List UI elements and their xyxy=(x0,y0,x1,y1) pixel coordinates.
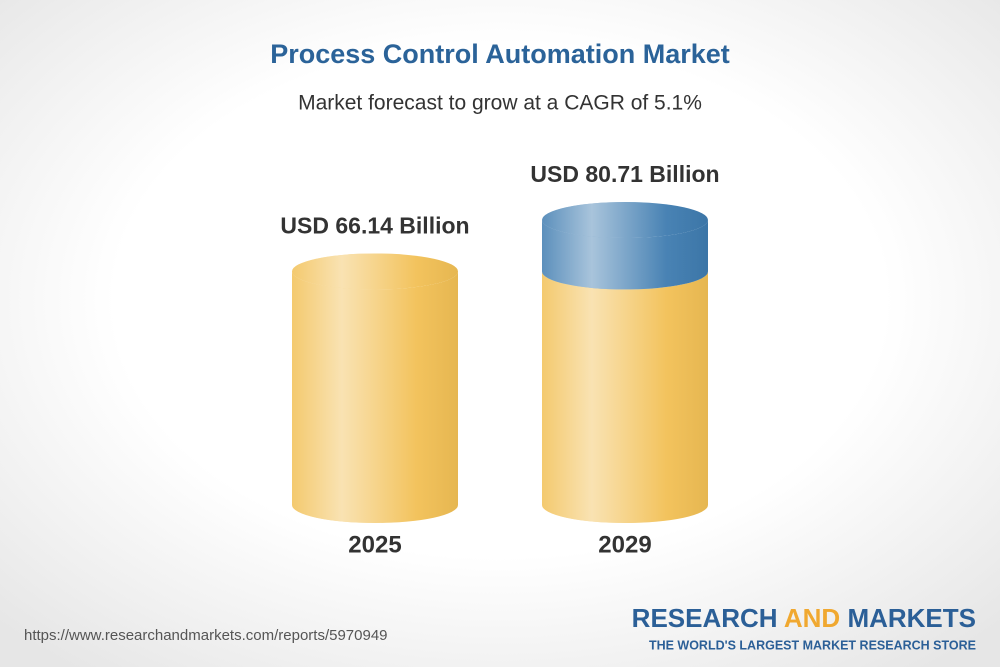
source-url: https://www.researchandmarkets.com/repor… xyxy=(24,627,388,644)
x-tick-label: 2029 xyxy=(598,531,651,558)
cylinder-shine xyxy=(542,271,708,523)
plot: USD 66.14 Billion 2025 USD 80.71 Billion 20… xyxy=(280,161,719,558)
chart-title: Process Control Automation Market xyxy=(270,39,730,69)
brand-part: AND xyxy=(784,603,840,633)
value-label: USD 66.14 Billion xyxy=(280,213,469,239)
cylinder-shine xyxy=(542,220,708,290)
value-label: USD 80.71 Billion xyxy=(530,161,719,187)
tagline: THE WORLD'S LARGEST MARKET RESEARCH STOR… xyxy=(649,638,976,652)
brand-part: RESEARCH xyxy=(632,603,778,633)
cylinder-top-shine xyxy=(292,253,458,290)
chart-subtitle: Market forecast to grow at a CAGR of 5.1… xyxy=(298,92,702,115)
brand-part: MARKETS xyxy=(847,603,976,633)
cylinder-top-shine xyxy=(542,202,708,238)
x-tick-label: 2025 xyxy=(348,531,401,558)
cylinder-shine xyxy=(292,271,458,523)
brand: RESEARCH AND MARKETS xyxy=(632,603,976,633)
